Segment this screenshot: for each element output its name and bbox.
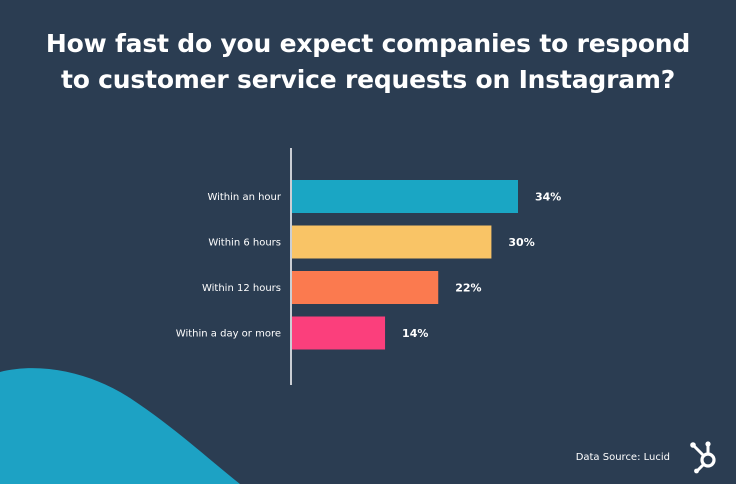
chart-title-line-2: to customer service requests on Instagra… [60, 65, 676, 94]
chart-title: How fast do you expect companies to resp… [0, 26, 736, 98]
data-source: Data Source: Lucid [575, 452, 670, 463]
hubspot-logo-icon [690, 441, 716, 474]
value-label: 22% [455, 282, 481, 295]
category-label: Within an hour [207, 192, 281, 203]
category-label: Within 6 hours [208, 238, 281, 249]
value-label: 30% [508, 236, 534, 249]
category-label: Within 12 hours [202, 283, 281, 294]
bar [292, 225, 492, 259]
bar [292, 271, 439, 304]
category-label: Within a day or more [176, 329, 281, 340]
bar [292, 316, 386, 350]
bar [292, 180, 518, 213]
value-label: 14% [402, 327, 428, 340]
chart-title-line-1: How fast do you expect companies to resp… [45, 29, 691, 58]
value-label: 34% [535, 191, 561, 204]
